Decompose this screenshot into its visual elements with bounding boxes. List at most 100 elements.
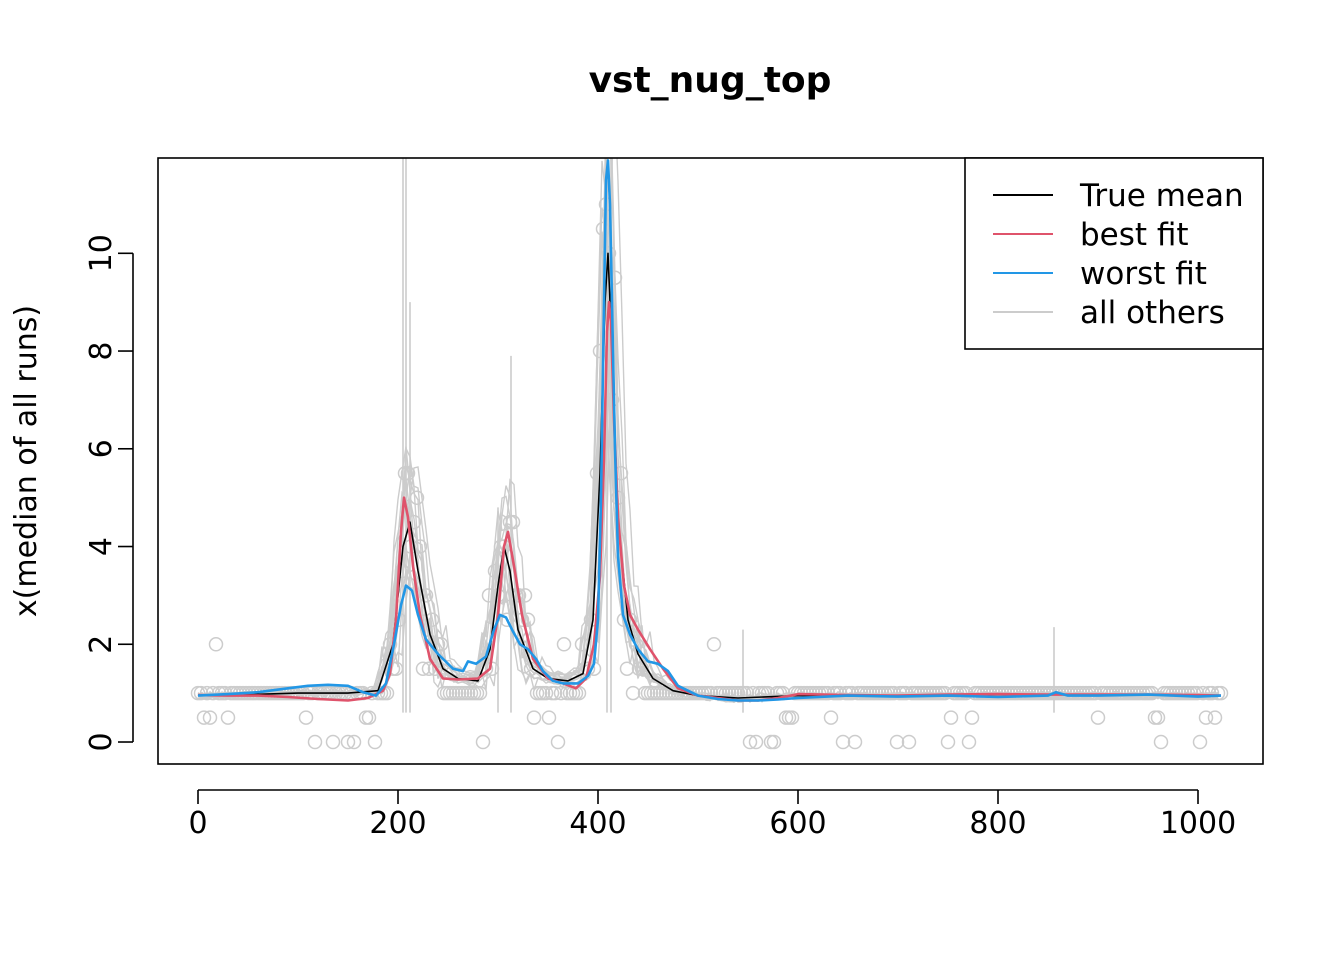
- other-run-point: [1090, 710, 1106, 725]
- other-run-point: [418, 588, 434, 603]
- other-run-point: [478, 661, 494, 676]
- other-run-point: [499, 612, 515, 628]
- other-run-point: [475, 734, 491, 750]
- other-run-point: [1144, 685, 1160, 701]
- y-tick-label: 10: [84, 234, 119, 272]
- legend-label: best fit: [1080, 217, 1189, 253]
- other-run-point: [1087, 685, 1103, 701]
- other-run-point: [1150, 710, 1166, 725]
- other-run-point: [628, 637, 644, 652]
- other-run-point: [556, 637, 572, 652]
- other-run-point: [472, 685, 488, 701]
- other-run-point: [505, 514, 521, 530]
- other-run-point: [193, 685, 209, 701]
- other-run-point: [409, 490, 425, 505]
- legend-label: True mean: [1079, 178, 1244, 214]
- x-tick-label: 400: [569, 806, 626, 841]
- other-run-point: [898, 685, 914, 701]
- x-tick-label: 200: [369, 806, 426, 841]
- other-run-point: [199, 685, 215, 701]
- other-run-line: [197, 403, 1219, 699]
- other-run-point: [394, 563, 410, 579]
- other-run-point: [820, 685, 836, 701]
- other-run-point: [781, 710, 797, 725]
- other-run-point: [1147, 710, 1163, 725]
- best-fit-line: [197, 300, 1222, 702]
- other-run-point: [703, 685, 719, 701]
- other-run-point: [415, 661, 431, 676]
- other-run-point: [619, 661, 635, 676]
- other-run-point: [634, 661, 650, 676]
- other-run-point: [400, 465, 416, 481]
- other-run-point: [748, 734, 764, 750]
- legend-label: worst fit: [1080, 256, 1207, 292]
- other-run-point: [835, 734, 851, 750]
- legend-label: all others: [1080, 295, 1225, 331]
- other-run-point: [961, 734, 977, 750]
- other-run-point: [937, 685, 953, 701]
- x-tick-label: 600: [769, 806, 826, 841]
- plot-border: [157, 157, 1264, 765]
- other-run-point: [832, 685, 848, 701]
- other-run-point: [943, 710, 959, 725]
- other-run-point: [706, 637, 722, 652]
- y-tick-label: 0: [84, 732, 119, 751]
- other-run-point: [1198, 710, 1214, 725]
- other-run-point: [1213, 685, 1229, 701]
- other-run-point: [346, 734, 362, 750]
- x-tick-label: 1000: [1160, 806, 1236, 841]
- other-run-point: [964, 710, 980, 725]
- other-run-point: [340, 734, 356, 750]
- other-run-point: [427, 661, 443, 676]
- x-tick-label: 0: [188, 806, 207, 841]
- other-run-point: [538, 685, 554, 701]
- other-run-point: [196, 710, 212, 725]
- other-run-point: [382, 637, 398, 652]
- other-run-point: [553, 685, 569, 701]
- y-tick-label: 8: [84, 341, 119, 360]
- other-run-point: [298, 710, 314, 725]
- other-run-point: [424, 612, 440, 628]
- other-run-line: [197, 422, 1219, 699]
- other-run-point: [358, 710, 374, 725]
- other-run-point: [940, 734, 956, 750]
- other-run-point: [823, 710, 839, 725]
- worst-fit-line: [197, 159, 1222, 702]
- other-run-point: [550, 734, 566, 750]
- other-run-point: [325, 734, 341, 750]
- legend-box: [964, 157, 1264, 350]
- other-run-point: [784, 710, 800, 725]
- y-tick-label: 6: [84, 439, 119, 458]
- y-tick-label: 4: [84, 537, 119, 556]
- other-run-line: [197, 301, 1219, 701]
- other-run-point: [526, 710, 542, 725]
- other-run-point: [1192, 734, 1208, 750]
- other-run-point: [847, 734, 863, 750]
- y-tick-label: 2: [84, 635, 119, 654]
- other-run-point: [520, 612, 536, 628]
- other-run-point: [763, 734, 779, 750]
- other-run-point: [547, 685, 563, 701]
- other-run-point: [1153, 734, 1169, 750]
- x-tick-label: 800: [969, 806, 1026, 841]
- chart-title: vst_nug_top: [589, 60, 832, 101]
- series-layer: [197, 159, 1222, 702]
- other-run-point: [367, 734, 383, 750]
- other-run-point: [844, 685, 860, 701]
- y-axis-title: x(median of all runs): [9, 305, 44, 617]
- other-run-point: [208, 637, 224, 652]
- other-run-point: [220, 710, 236, 725]
- other-run-point: [889, 734, 905, 750]
- other-run-point: [886, 685, 902, 701]
- other-run-point: [202, 710, 218, 725]
- other-run-point: [361, 710, 377, 725]
- axes-layer: 0 200 400 600 800 1000 0 2 4 6 8 10: [84, 234, 1236, 841]
- other-run-point: [1204, 685, 1220, 701]
- other-run-point: [901, 734, 917, 750]
- other-run-point: [1207, 710, 1223, 725]
- other-run-point: [307, 734, 323, 750]
- other-run-point: [742, 734, 758, 750]
- other-run-point: [1189, 685, 1205, 701]
